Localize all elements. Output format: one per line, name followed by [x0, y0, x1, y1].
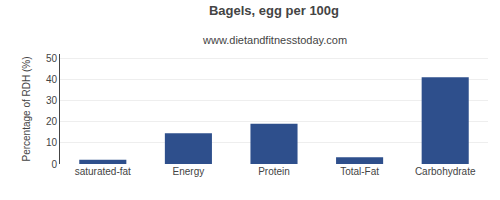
svg-text:40: 40 [46, 74, 58, 85]
svg-text:30: 30 [46, 95, 58, 106]
svg-text:Total-Fat: Total-Fat [340, 166, 379, 177]
svg-text:www.dietandfitnesstoday.com: www.dietandfitnesstoday.com [202, 34, 347, 46]
svg-text:Energy: Energy [173, 166, 205, 177]
svg-text:0: 0 [51, 159, 57, 170]
svg-text:saturated-fat: saturated-fat [75, 166, 131, 177]
svg-text:20: 20 [46, 116, 58, 127]
svg-text:10: 10 [46, 137, 58, 148]
svg-text:Protein: Protein [258, 166, 290, 177]
svg-text:Carbohydrate: Carbohydrate [415, 166, 476, 177]
svg-text:Percentage of RDH (%): Percentage of RDH (%) [21, 56, 32, 161]
svg-text:50: 50 [46, 53, 58, 64]
svg-text:Bagels, egg per 100g: Bagels, egg per 100g [209, 3, 339, 18]
